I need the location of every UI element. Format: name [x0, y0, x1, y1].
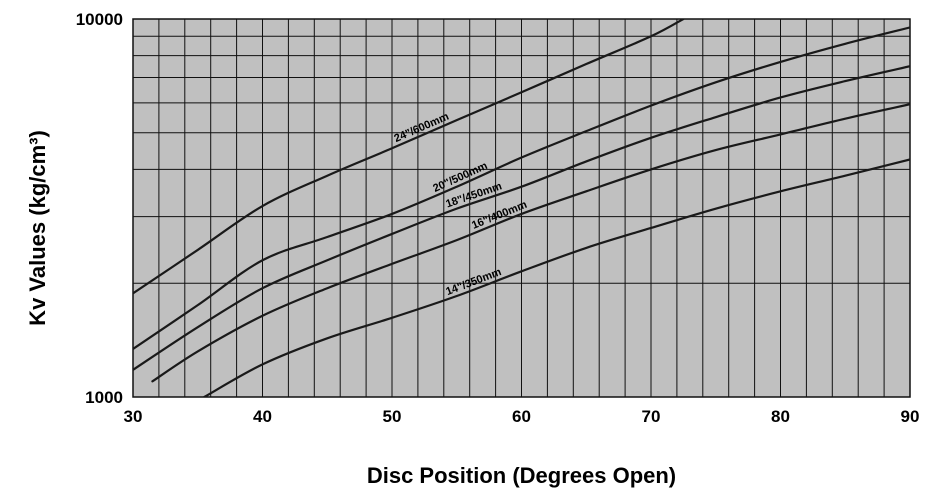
series-line-1 [133, 26, 910, 351]
series-line-2 [133, 65, 910, 371]
x-tick-label: 90 [901, 407, 920, 426]
y-axis-title: Kv Values (kg/cm³) [25, 130, 50, 326]
x-tick-label: 60 [512, 407, 531, 426]
plot-border [132, 18, 911, 398]
series-lines [133, 19, 910, 397]
x-tick-label: 50 [383, 407, 402, 426]
y-tick-label: 10000 [76, 10, 123, 29]
y-tick-label: 1000 [85, 388, 123, 407]
series-line-3 [151, 103, 910, 383]
x-tick-label: 80 [771, 407, 790, 426]
series-line-0 [133, 19, 685, 295]
x-tick-label: 40 [253, 407, 272, 426]
tick-labels: 30 40 50 60 70 80 90 1000 10000 [76, 10, 920, 426]
grid [132, 18, 911, 398]
series-line-4 [203, 158, 910, 397]
x-axis-title: Disc Position (Degrees Open) [367, 463, 676, 488]
x-tick-label: 70 [642, 407, 661, 426]
x-tick-label: 30 [124, 407, 143, 426]
